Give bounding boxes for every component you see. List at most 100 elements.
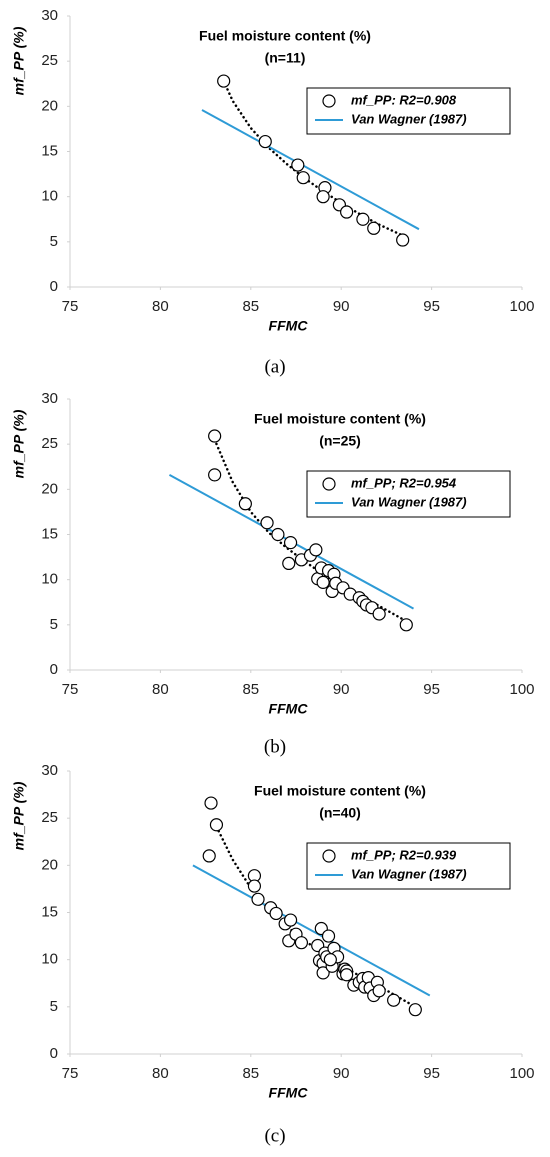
y-tick-label: 10 (41, 188, 58, 205)
x-tick-label: 75 (62, 298, 79, 315)
chart-title: Fuel moisture content (%) (254, 411, 426, 427)
data-point (247, 879, 262, 893)
y-axis-label: mf_PP (%) (11, 781, 27, 850)
x-tick-label: 90 (333, 298, 350, 315)
chart-panel: 0 5 10 15 20 25 30 75 80 85 90 95 100 FFMC mf_PP (%) Fu… (11, 7, 535, 377)
data-point (204, 796, 218, 810)
y-tick-label: 15 (41, 903, 58, 920)
x-axis-label: FFMC (269, 1085, 309, 1101)
data-point (309, 543, 323, 557)
legend-label: mf_PP; R2=0.939 (351, 847, 457, 862)
legend-marker (322, 477, 336, 491)
x-axis-label: FFMC (269, 701, 309, 717)
data-point (269, 906, 283, 921)
chart-subtitle: (n=40) (319, 805, 361, 821)
x-tick-label: 80 (152, 681, 169, 698)
x-tick-label: 85 (242, 298, 259, 315)
y-tick-label: 10 (41, 571, 58, 588)
panel-caption: (c) (264, 1125, 285, 1146)
y-tick-label: 5 (50, 233, 58, 250)
legend-marker (322, 849, 336, 863)
x-tick-label: 90 (333, 1065, 350, 1082)
x-tick-label: 100 (509, 681, 534, 698)
data-point (238, 497, 252, 511)
x-tick-label: 100 (509, 298, 534, 315)
data-point (283, 536, 298, 550)
legend-label: Van Wagner (1987) (351, 111, 467, 126)
x-tick-label: 90 (333, 681, 350, 698)
data-point (372, 607, 386, 621)
data-point (296, 171, 310, 185)
y-tick-label: 0 (50, 278, 58, 295)
data-point (367, 221, 381, 235)
legend-box (306, 470, 511, 518)
x-tick-label: 75 (62, 681, 79, 698)
data-point (258, 134, 272, 149)
data-point (340, 968, 354, 982)
data-point (316, 575, 330, 589)
data-point (356, 212, 370, 226)
data-point (282, 556, 296, 571)
y-tick-label: 20 (41, 480, 58, 497)
y-tick-label: 15 (41, 142, 58, 159)
y-tick-label: 30 (41, 762, 58, 779)
data-point (209, 818, 224, 832)
x-tick-label: 95 (423, 298, 440, 315)
y-tick-label: 10 (41, 951, 58, 968)
y-tick-label: 25 (41, 435, 58, 452)
data-point (202, 849, 216, 863)
data-point (323, 953, 337, 967)
chart-panel: 0 5 10 15 20 25 30 75 80 85 90 95 100 FFMC mf_PP (%) Fu… (11, 390, 535, 757)
data-point (316, 190, 330, 204)
data-point (260, 516, 274, 530)
y-tick-label: 25 (41, 809, 58, 826)
panel-caption: (a) (264, 356, 285, 377)
data-point (283, 913, 298, 927)
data-point (291, 158, 305, 172)
y-tick-label: 20 (41, 856, 58, 873)
y-tick-label: 30 (41, 390, 58, 407)
y-tick-label: 5 (50, 998, 58, 1015)
x-tick-label: 85 (242, 1065, 259, 1082)
data-point (208, 468, 222, 482)
data-point (321, 929, 336, 943)
x-tick-label: 80 (152, 298, 169, 315)
y-tick-label: 5 (50, 616, 58, 633)
x-axis-label: FFMC (269, 318, 309, 334)
y-axis-label: mf_PP (%) (11, 409, 27, 478)
data-point (396, 233, 410, 247)
data-point (208, 429, 222, 443)
y-axis-label: mf_PP (%) (11, 26, 27, 95)
chart-title: Fuel moisture content (%) (254, 783, 426, 799)
data-point (399, 618, 413, 632)
legend-marker (322, 94, 336, 108)
reference-line (192, 864, 431, 997)
legend-label: mf_PP; R2=0.954 (351, 475, 457, 490)
legend-box (306, 87, 511, 135)
x-tick-label: 80 (152, 1065, 169, 1082)
x-tick-label: 100 (509, 1065, 534, 1082)
legend-label: Van Wagner (1987) (351, 866, 467, 881)
y-tick-label: 20 (41, 97, 58, 114)
data-point (251, 892, 265, 906)
y-tick-label: 25 (41, 52, 58, 69)
chart-panel: 0 5 10 15 20 25 30 75 80 85 90 95 100 FFMC mf_PP (%) Fu… (11, 762, 535, 1146)
data-point (372, 984, 386, 998)
data-point (294, 936, 309, 950)
legend-box (306, 842, 511, 890)
x-tick-label: 75 (62, 1065, 79, 1082)
reference-line (201, 109, 420, 231)
legend-label: Van Wagner (1987) (351, 494, 467, 509)
data-point (340, 205, 354, 219)
x-tick-label: 95 (423, 681, 440, 698)
panel-caption: (b) (264, 736, 286, 757)
x-tick-label: 85 (242, 681, 259, 698)
legend-label: mf_PP: R2=0.908 (351, 92, 457, 107)
data-point (408, 1003, 422, 1017)
data-point (387, 993, 401, 1007)
y-tick-label: 0 (50, 661, 58, 678)
data-point (217, 74, 231, 88)
chart-title: Fuel moisture content (%) (199, 28, 371, 44)
fit-curve (213, 438, 408, 623)
